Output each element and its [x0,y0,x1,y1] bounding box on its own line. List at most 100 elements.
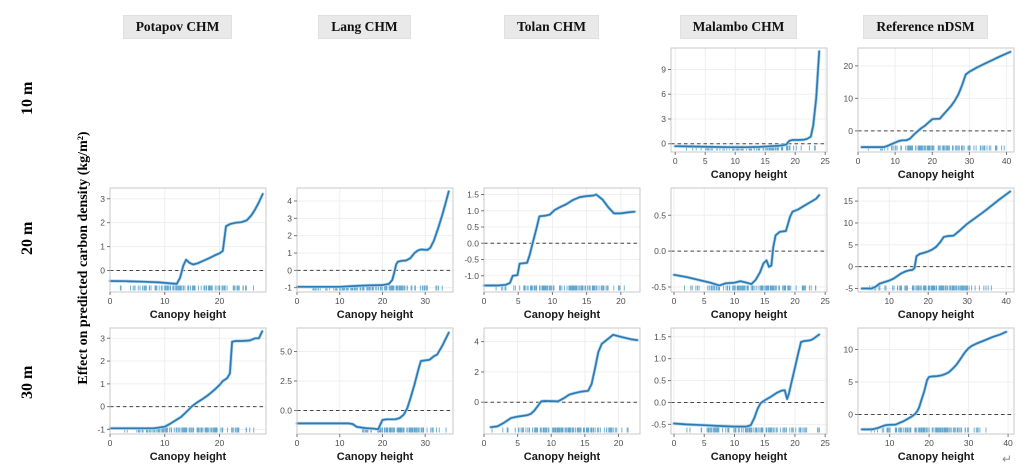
panel-border [857,327,1015,435]
panel-30m-malambo: 0 5 10 15 20 25 -0.5 0.0 0.5 1.0 1.5 Canopy height [645,324,832,466]
svg-text:5: 5 [848,240,853,250]
svg-text:2: 2 [100,356,105,366]
svg-text:20: 20 [790,156,800,166]
svg-text:20: 20 [928,156,938,166]
y-axis-ticks: -0.5 0.0 0.5 1.0 1.5 [651,332,671,429]
svg-text:1.5: 1.5 [654,332,666,342]
svg-text:0: 0 [108,296,113,306]
chart-30m-tolan: 0 5 10 15 20 0 2 4 Canopy height [474,327,641,463]
svg-text:0: 0 [672,438,677,448]
svg-text:20: 20 [614,438,624,448]
x-axis-ticks: 0 5 10 15 20 25 [673,152,830,166]
x-axis-ticks: 0 10 20 [108,292,224,306]
svg-text:20: 20 [790,296,800,306]
svg-text:20: 20 [923,296,933,306]
svg-text:0.5: 0.5 [467,222,479,232]
x-axis-title: Canopy height [337,451,414,463]
trend-line [861,331,1007,431]
x-axis-title: Canopy height [898,169,975,181]
svg-text:10: 10 [884,296,894,306]
trend-line [673,333,820,428]
svg-text:25: 25 [820,296,830,306]
chart-20m-malambo: 0 5 10 15 20 25 -0.5 0.0 0.5 Canopy height [651,187,830,321]
panel-border [857,187,1015,293]
svg-text:-0.5: -0.5 [651,282,666,292]
rug-marks [495,285,625,291]
svg-text:1.0: 1.0 [654,354,666,364]
svg-text:0: 0 [848,409,853,419]
panel-20m-lang: 0 10 20 30 -1 0 1 2 3 4 Canopy height [271,184,458,324]
svg-text:6: 6 [661,89,666,99]
svg-text:3: 3 [100,333,105,343]
x-axis-title: Canopy height [150,309,227,321]
trend-line [109,330,264,430]
rug-marks [684,285,817,291]
svg-text:0: 0 [295,438,300,448]
rug-marks [869,285,992,291]
svg-text:10: 10 [335,438,345,448]
svg-text:40: 40 [1001,296,1011,306]
trend-line [109,193,264,285]
panel-10m-reference: 0 10 20 30 40 0 10 20 Canopy height [832,44,1019,184]
x-axis-ticks: 0 10 20 [108,434,224,448]
svg-text:30: 30 [420,296,430,306]
svg-text:0.0: 0.0 [654,246,666,256]
svg-text:15: 15 [580,438,590,448]
x-axis-title: Canopy height [898,451,975,463]
svg-text:10: 10 [730,438,740,448]
paragraph-return-mark: ↵ [1001,452,1012,466]
chart-30m-lang: 0 10 20 30 0.0 2.5 5.0 Canopy height [280,327,454,463]
svg-text:30: 30 [965,156,975,166]
svg-text:10: 10 [730,156,740,166]
svg-text:25: 25 [820,156,830,166]
trend-line [861,190,1011,290]
svg-text:10: 10 [160,296,170,306]
svg-text:1.5: 1.5 [467,190,479,200]
rug-marks [124,427,255,433]
svg-text:0: 0 [295,296,300,306]
svg-text:10: 10 [730,296,740,306]
rug-marks [361,427,447,433]
svg-text:-5: -5 [845,284,853,294]
chart-30m-malambo: 0 5 10 15 20 25 -0.5 0.0 0.5 1.0 1.5 Canopy height [651,327,830,463]
svg-text:0: 0 [848,262,853,272]
svg-text:10: 10 [548,296,558,306]
svg-text:10: 10 [844,93,854,103]
svg-text:5: 5 [702,438,707,448]
svg-text:2: 2 [100,218,105,228]
x-axis-ticks: 0 5 10 15 20 25 [672,292,830,306]
svg-text:15: 15 [844,196,854,206]
svg-text:15: 15 [760,156,770,166]
svg-text:5: 5 [515,438,520,448]
panel-10m-malambo: 0 5 10 15 20 25 0 3 6 9 Canopy height [645,44,832,184]
x-axis-title: Canopy height [524,309,601,321]
x-axis-title: Canopy height [337,309,414,321]
x-axis-title: Canopy height [524,451,601,463]
trend-line [483,193,636,287]
facet-header-reference: Reference nDSM [863,15,988,39]
trend-line [296,331,450,431]
svg-text:15: 15 [760,438,770,448]
svg-text:2: 2 [287,231,292,241]
svg-text:30: 30 [962,296,972,306]
svg-text:20: 20 [924,438,934,448]
panel-20m-reference: 10 20 30 40 -5 0 5 10 15 Canopy height [832,184,1019,324]
svg-text:-0.5: -0.5 [464,255,479,265]
y-axis-ticks: 0 1 2 3 [100,194,110,275]
y-axis-ticks: -5 0 5 10 15 [844,196,858,294]
svg-text:0: 0 [108,438,113,448]
x-axis-title: Canopy height [711,309,788,321]
svg-text:0: 0 [482,296,487,306]
rug-marks [870,427,987,433]
svg-text:3: 3 [100,194,105,204]
svg-text:10: 10 [547,438,557,448]
svg-text:10: 10 [160,438,170,448]
svg-text:0: 0 [661,139,666,149]
svg-text:0: 0 [474,397,479,407]
svg-text:2: 2 [474,367,479,377]
svg-text:-0.5: -0.5 [651,419,666,429]
panel-20m-malambo: 0 5 10 15 20 25 -0.5 0.0 0.5 Canopy height [645,184,832,324]
svg-text:5.0: 5.0 [280,347,292,357]
